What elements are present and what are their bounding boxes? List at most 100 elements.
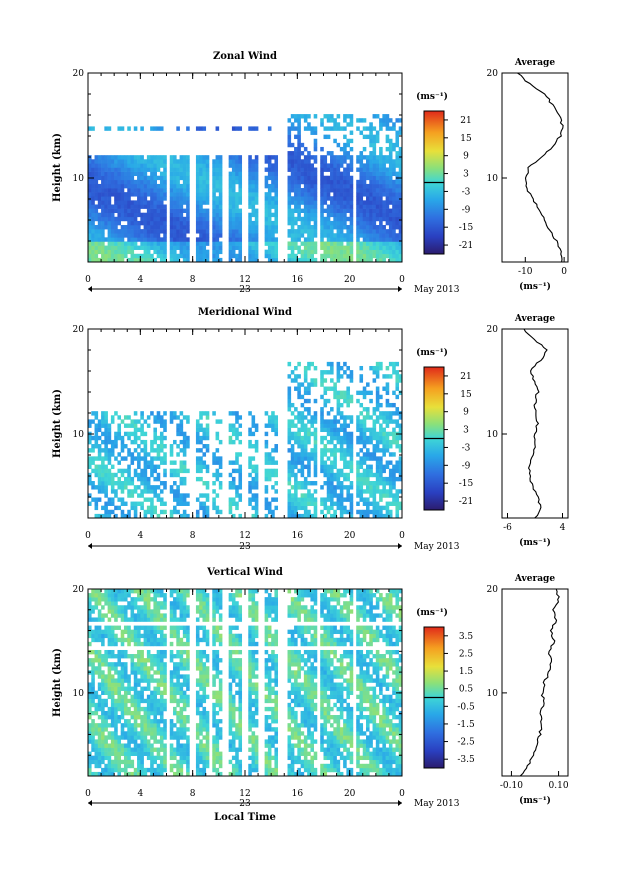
heat-cell xyxy=(95,691,99,695)
heat-cell xyxy=(140,159,144,163)
heat-cell xyxy=(330,481,334,485)
heat-cell xyxy=(219,221,223,225)
heat-cell xyxy=(307,196,311,200)
heat-cell xyxy=(114,723,118,727)
heat-cell xyxy=(307,225,311,229)
heat-cell xyxy=(389,444,393,448)
heat-cell xyxy=(314,481,318,485)
heat-cell xyxy=(101,723,105,727)
heat-cell xyxy=(366,196,370,200)
heat-cell xyxy=(131,711,135,715)
heat-cell xyxy=(140,432,144,436)
heat-cell xyxy=(196,510,200,514)
heat-cell xyxy=(271,241,275,245)
heat-cell xyxy=(238,168,242,172)
heat-cell xyxy=(206,444,210,448)
heat-cell xyxy=(150,699,154,703)
heat-cell xyxy=(104,489,108,493)
heat-cell xyxy=(163,168,167,172)
heat-cell xyxy=(310,254,314,258)
heat-cell xyxy=(392,493,396,497)
heat-cell xyxy=(386,168,390,172)
heat-cell xyxy=(356,452,360,456)
heat-cell xyxy=(346,192,350,196)
heat-cell xyxy=(268,168,272,172)
heat-cell xyxy=(301,403,305,407)
heat-cell xyxy=(108,456,112,460)
heat-cell xyxy=(337,204,341,208)
heat-cell xyxy=(153,440,157,444)
heat-cell xyxy=(124,719,128,723)
heat-cell xyxy=(98,727,102,731)
heat-cell xyxy=(88,477,92,481)
heat-cell xyxy=(186,192,190,196)
heat-cell xyxy=(373,489,377,493)
heat-cell xyxy=(356,237,360,241)
heat-cell xyxy=(176,703,180,707)
heat-cell xyxy=(346,246,350,250)
heat-cell xyxy=(356,481,360,485)
heat-cell xyxy=(170,723,174,727)
heat-cell xyxy=(395,436,399,440)
heat-cell xyxy=(160,613,164,617)
heat-cell xyxy=(376,456,380,460)
heat-cell xyxy=(350,237,354,241)
heat-cell xyxy=(144,748,148,752)
heat-cell xyxy=(274,473,278,477)
heat-cell xyxy=(196,428,200,432)
heat-cell xyxy=(91,748,95,752)
heat-cell xyxy=(137,630,141,634)
heat-cell xyxy=(363,200,367,204)
heat-cell xyxy=(114,493,118,497)
heat-cell xyxy=(330,424,334,428)
heat-cell xyxy=(340,510,344,514)
heat-cell xyxy=(104,613,108,617)
heat-cell xyxy=(111,415,115,419)
heat-cell xyxy=(124,723,128,727)
heat-cell xyxy=(140,180,144,184)
heat-cell xyxy=(127,510,131,514)
heat-cell xyxy=(343,188,347,192)
heat-cell xyxy=(163,250,167,254)
heat-cell xyxy=(294,217,298,221)
heat-cell xyxy=(88,473,92,477)
heat-cell xyxy=(268,188,272,192)
heat-cell xyxy=(271,168,275,172)
heat-cell xyxy=(114,444,118,448)
heat-cell xyxy=(124,711,128,715)
heat-cell xyxy=(392,419,396,423)
heat-cell xyxy=(95,756,99,760)
heat-cell xyxy=(124,155,128,159)
heat-cell xyxy=(376,502,380,506)
heat-cell xyxy=(137,634,141,638)
heat-cell xyxy=(304,163,308,167)
heat-cell xyxy=(389,163,393,167)
heat-cell xyxy=(183,605,187,609)
heat-cell xyxy=(170,485,174,489)
heat-cell xyxy=(333,465,337,469)
heat-cell xyxy=(330,200,334,204)
heat-cell xyxy=(350,180,354,184)
heat-cell xyxy=(206,168,210,172)
heat-cell xyxy=(150,658,154,662)
heat-cell xyxy=(301,415,305,419)
heat-cell xyxy=(108,691,112,695)
heat-cell xyxy=(382,428,386,432)
heat-cell xyxy=(160,200,164,204)
heat-cell xyxy=(134,159,138,163)
heat-cell xyxy=(91,204,95,208)
heat-cell xyxy=(386,213,390,217)
heat-cell xyxy=(304,126,308,130)
heat-cell xyxy=(212,200,216,204)
heat-cell xyxy=(288,139,292,143)
heat-cell xyxy=(150,241,154,245)
heat-cell xyxy=(163,642,167,646)
heat-cell xyxy=(104,485,108,489)
heat-cell xyxy=(180,246,184,250)
heat-cell xyxy=(291,155,295,159)
heat-cell xyxy=(307,399,311,403)
heat-cell xyxy=(101,683,105,687)
heat-cell xyxy=(297,163,301,167)
heat-cell xyxy=(147,465,151,469)
heat-cell xyxy=(363,217,367,221)
